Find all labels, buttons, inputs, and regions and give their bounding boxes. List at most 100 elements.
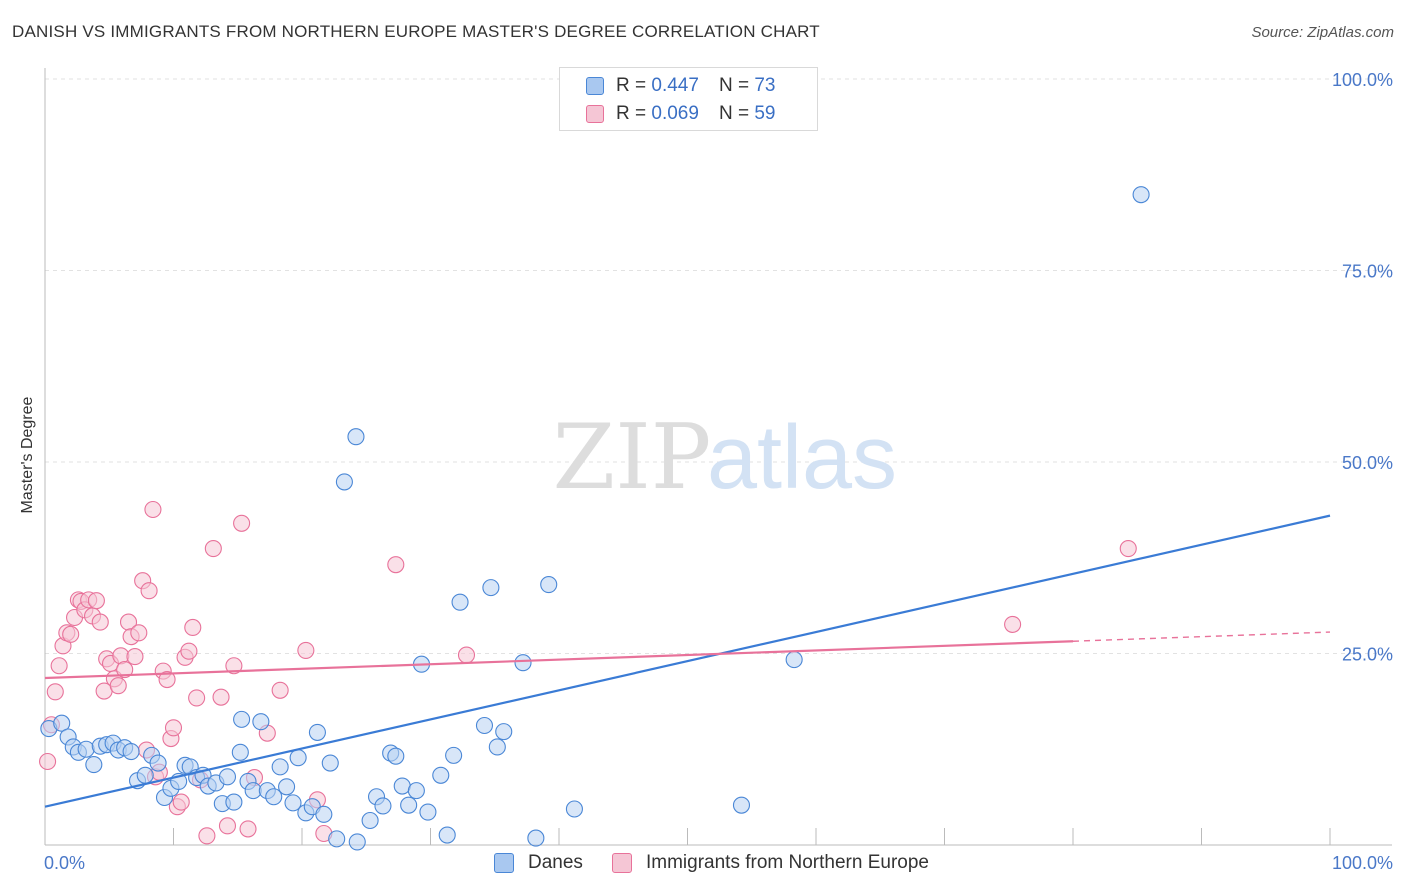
immigrants-point-13 bbox=[87, 592, 105, 610]
danes-point-67 bbox=[514, 654, 532, 672]
immigrants-swatch bbox=[586, 105, 604, 123]
danes-point-39 bbox=[289, 749, 307, 767]
y-tick-label-3: 25.0% bbox=[1342, 645, 1393, 665]
danes-point-61 bbox=[445, 746, 463, 764]
immigrants-point-45 bbox=[212, 688, 230, 706]
danes-point-14 bbox=[136, 766, 154, 784]
danes-point-12 bbox=[122, 742, 140, 761]
danes-point-44 bbox=[321, 754, 339, 772]
danes-point-33 bbox=[252, 713, 270, 731]
danes-point-27 bbox=[218, 768, 237, 786]
danes-point-28 bbox=[225, 793, 243, 811]
danes-swatch bbox=[586, 77, 604, 95]
danes-point-58 bbox=[419, 803, 437, 821]
danes-point-43 bbox=[315, 805, 333, 823]
danes-r-value: 0.447 bbox=[651, 75, 699, 96]
immigrants-point-40 bbox=[184, 618, 202, 637]
series-legend: Danes Immigrants from Northern Europe bbox=[0, 852, 1406, 876]
immigrants-point-44 bbox=[204, 540, 222, 558]
legend-item-immigrants[interactable]: Immigrants from Northern Europe bbox=[612, 852, 929, 874]
danes-point-1 bbox=[53, 714, 71, 732]
danes-r-label: R = bbox=[616, 75, 647, 96]
danes-point-42 bbox=[308, 723, 326, 741]
immigrants-point-39 bbox=[180, 642, 198, 660]
legend-danes-swatch bbox=[494, 853, 514, 873]
stats-row-immigrants: R = 0.069 N = 59 bbox=[586, 102, 775, 126]
y-tick-label-2: 50.0% bbox=[1342, 453, 1393, 473]
danes-point-30 bbox=[233, 710, 251, 728]
danes-point-35 bbox=[265, 788, 283, 806]
immigrants-point-28 bbox=[140, 582, 158, 600]
danes-point-6 bbox=[85, 756, 103, 774]
legend-item-danes[interactable]: Danes bbox=[494, 852, 583, 874]
danes-point-73 bbox=[1132, 186, 1150, 204]
immigrants-point-58 bbox=[1004, 615, 1022, 633]
danes-point-29 bbox=[231, 743, 249, 761]
danes-point-69 bbox=[540, 576, 558, 594]
danes-trend-line bbox=[44, 514, 1331, 808]
immigrants-point-29 bbox=[144, 500, 162, 519]
watermark-atlas: atlas bbox=[707, 408, 897, 508]
danes-point-38 bbox=[284, 794, 302, 812]
danes-point-16 bbox=[149, 754, 167, 772]
danes-point-65 bbox=[488, 738, 506, 756]
legend-immigrants-label: Immigrants from Northern Europe bbox=[646, 852, 929, 873]
immigrants-point-49 bbox=[239, 820, 257, 838]
immigrants-point-25 bbox=[130, 624, 148, 642]
trend-lines bbox=[44, 514, 1331, 808]
immigrants-point-3 bbox=[50, 657, 68, 675]
immigrants-point-19 bbox=[109, 677, 127, 695]
danes-point-59 bbox=[432, 766, 450, 784]
danes-point-46 bbox=[335, 473, 353, 491]
immigrants-point-46 bbox=[218, 817, 237, 835]
grid-lines bbox=[45, 78, 1392, 654]
danes-point-49 bbox=[361, 811, 379, 830]
source-label: Source: ZipAtlas.com bbox=[1251, 24, 1394, 41]
danes-point-53 bbox=[387, 747, 405, 765]
immigrants-point-43 bbox=[198, 827, 216, 845]
tick-labels: 100.0% 75.0% 50.0% 25.0% 0.0% 100.0% bbox=[44, 70, 1393, 873]
axes bbox=[44, 68, 1392, 846]
immigrants-point-47 bbox=[225, 657, 243, 675]
immigrants-point-37 bbox=[172, 793, 190, 811]
legend-danes-label: Danes bbox=[528, 852, 583, 873]
stats-row-danes: R = 0.447 N = 73 bbox=[586, 74, 775, 98]
watermark-zip: ZIP bbox=[553, 405, 712, 510]
immigrants-point-41 bbox=[188, 689, 206, 707]
x-tick-label-0: 0.0% bbox=[44, 853, 85, 873]
immigrants-point-24 bbox=[126, 648, 144, 666]
danes-point-48 bbox=[348, 833, 366, 851]
immigrants-point-14 bbox=[91, 613, 109, 631]
immigrants-point-35 bbox=[164, 719, 183, 737]
danes-point-63 bbox=[475, 716, 494, 735]
immigrants-point-0 bbox=[39, 752, 57, 771]
legend-immigrants-swatch bbox=[612, 853, 632, 873]
danes-point-55 bbox=[400, 796, 418, 814]
immigrants-point-6 bbox=[62, 625, 80, 643]
danes-point-56 bbox=[407, 782, 425, 800]
immigrants-point-59 bbox=[1119, 540, 1137, 558]
immigrants-point-2 bbox=[46, 683, 64, 701]
danes-point-72 bbox=[785, 651, 803, 669]
series-danes-points bbox=[40, 186, 1150, 851]
danes-point-68 bbox=[527, 829, 545, 847]
stats-legend: R = 0.447 N = 73 R = 0.069 N = 59 bbox=[559, 67, 818, 131]
x-tick-label-1: 100.0% bbox=[1332, 853, 1393, 873]
y-tick-label-0: 100.0% bbox=[1332, 70, 1393, 90]
danes-point-54 bbox=[393, 777, 411, 795]
danes-point-64 bbox=[482, 579, 500, 597]
y-tick-label-1: 75.0% bbox=[1342, 262, 1393, 282]
danes-point-5 bbox=[77, 740, 95, 758]
immigrants-point-57 bbox=[457, 646, 476, 664]
danes-n-label: N = bbox=[718, 75, 750, 96]
danes-point-66 bbox=[495, 723, 513, 741]
danes-point-62 bbox=[451, 593, 469, 611]
immigrants-point-53 bbox=[297, 641, 315, 659]
danes-point-37 bbox=[278, 778, 296, 796]
danes-point-70 bbox=[565, 800, 583, 818]
immigrants-point-56 bbox=[387, 556, 405, 574]
immigrants-point-21 bbox=[116, 661, 134, 679]
immigrants-trend-extension bbox=[1072, 631, 1331, 642]
danes-point-71 bbox=[732, 796, 751, 814]
